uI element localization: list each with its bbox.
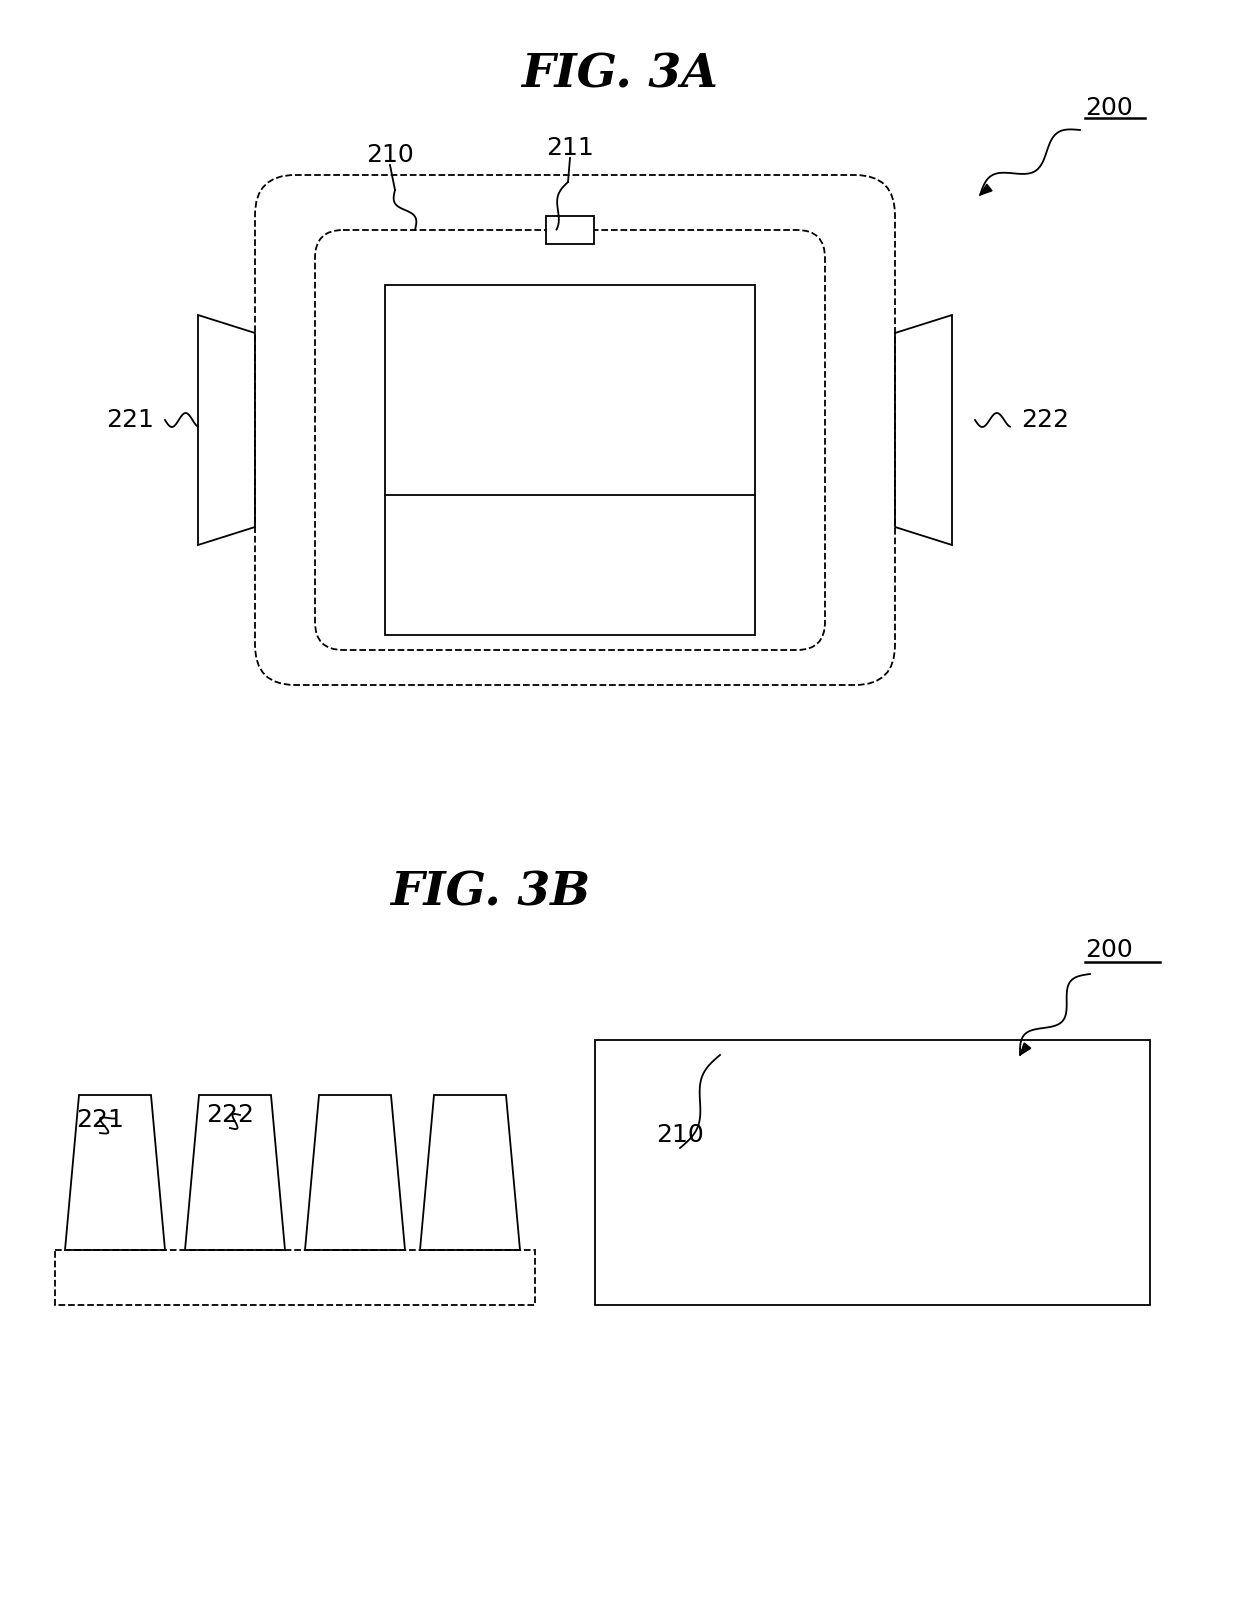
Text: 210: 210 <box>366 142 414 166</box>
Text: 222: 222 <box>206 1103 254 1127</box>
Text: 200: 200 <box>1085 939 1133 963</box>
Bar <box>384 285 755 635</box>
Text: 221: 221 <box>76 1108 124 1132</box>
Text: FIG. 3A: FIG. 3A <box>522 53 718 98</box>
Text: 200: 200 <box>1085 96 1133 120</box>
Text: 222: 222 <box>1021 408 1069 432</box>
Bar <box>546 216 594 245</box>
Text: 211: 211 <box>546 136 594 160</box>
Polygon shape <box>1021 1043 1030 1055</box>
Text: FIG. 3B: FIG. 3B <box>389 870 590 916</box>
Text: 221: 221 <box>107 408 154 432</box>
Bar <box>55 1250 534 1305</box>
Bar <box>595 1039 1149 1305</box>
Text: 210: 210 <box>656 1122 704 1146</box>
Polygon shape <box>980 184 992 195</box>
